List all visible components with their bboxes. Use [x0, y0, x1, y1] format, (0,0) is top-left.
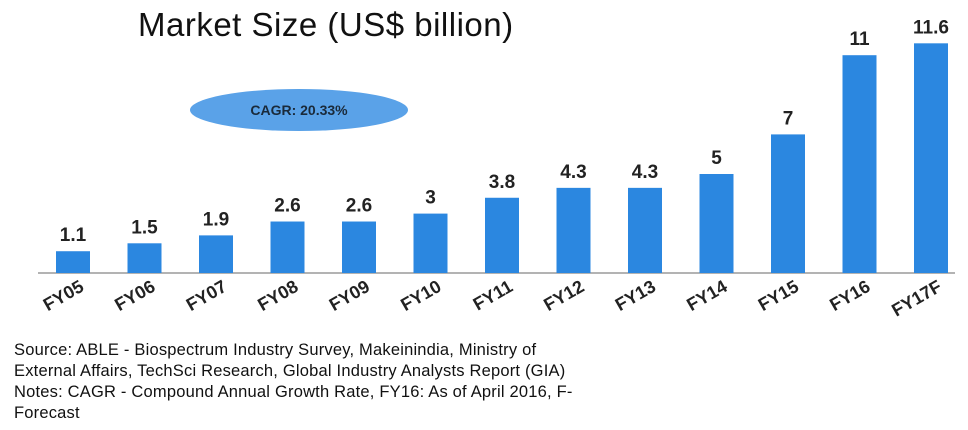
value-label-fy12: 4.3 [560, 162, 586, 183]
bar-fy05 [56, 251, 90, 273]
bar-fy12 [556, 187, 591, 273]
bar-fy08 [270, 221, 305, 273]
x-tick-fy12: FY12 [540, 276, 587, 315]
bar-fy09 [342, 221, 376, 273]
chart-title: Market Size (US$ billion) [138, 6, 514, 43]
value-label-fy06: 1.5 [131, 217, 158, 238]
value-label-fy07: 1.9 [203, 209, 229, 230]
x-tick-fy13: FY13 [612, 276, 659, 315]
x-tick-fy08: FY08 [254, 276, 301, 315]
value-label-fy09: 2.6 [346, 196, 372, 217]
cagr-text: CAGR: 20.33% [250, 102, 348, 118]
bar-fy17f [914, 43, 948, 273]
value-label-fy16: 11 [849, 29, 870, 50]
x-tick-fy11: FY11 [470, 276, 516, 314]
notes-line-4: Forecast [14, 404, 80, 422]
cagr-annotation: CAGR: 20.33% [190, 89, 408, 131]
value-label-fy11: 3.8 [489, 172, 515, 193]
value-label-fy08: 2.6 [274, 196, 300, 217]
x-tick-fy16: FY16 [826, 276, 873, 315]
source-notes: Source: ABLE - Biospectrum Industry Surv… [14, 340, 964, 424]
bar-fy13 [628, 187, 662, 273]
x-tick-fy14: FY14 [683, 276, 730, 315]
bar-fy10 [413, 213, 448, 273]
value-label-fy14: 5 [711, 148, 722, 169]
bar-fy16 [842, 55, 877, 274]
x-tick-fy05: FY05 [40, 276, 87, 315]
x-tick-fy15: FY15 [755, 276, 802, 315]
bar-fy15 [771, 134, 805, 273]
bar-fy07 [199, 235, 233, 273]
bar-fy11 [485, 197, 519, 273]
x-tick-fy10: FY10 [397, 276, 444, 315]
value-label-fy17f: 11.6 [913, 17, 949, 38]
x-tick-fy09: FY09 [326, 276, 373, 315]
notes-line-1: Source: ABLE - Biospectrum Industry Surv… [14, 341, 537, 359]
notes-line-3: Notes: CAGR - Compound Annual Growth Rat… [14, 383, 573, 401]
bar-fy06 [127, 243, 162, 273]
x-tick-fy06: FY06 [111, 276, 158, 315]
value-label-fy10: 3 [425, 188, 436, 209]
notes-line-2: External Affairs, TechSci Research, Glob… [14, 362, 566, 380]
value-label-fy13: 4.3 [632, 162, 658, 183]
x-tick-fy07: FY07 [183, 276, 230, 315]
value-label-fy15: 7 [783, 108, 794, 129]
value-label-fy05: 1.1 [60, 225, 87, 246]
x-tick-fy17f: FY17F [888, 276, 945, 320]
bar-fy14 [699, 174, 734, 273]
bar-chart: 1.1 1.5 1.9 2.6 2.6 3 3.8 4.3 4.3 5 7 11 11.6 FY05 FY… [38, 17, 955, 320]
